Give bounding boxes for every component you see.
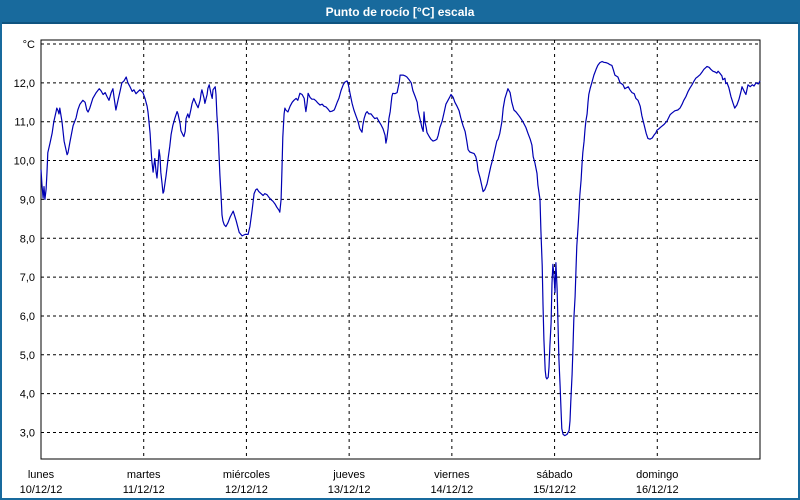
y-tick-label: 11,0: [14, 117, 35, 129]
x-date-label: 13/12/12: [328, 484, 371, 496]
y-tick-label: 4,0: [20, 389, 35, 401]
x-date-label: 16/12/12: [636, 484, 679, 496]
window-title: Punto de rocío [°C] escala: [325, 5, 475, 19]
x-day-label: miércoles: [223, 469, 271, 481]
y-tick-label: 7,0: [20, 272, 35, 284]
y-tick-label: 6,0: [20, 311, 35, 323]
x-date-label: 14/12/12: [430, 484, 473, 496]
x-date-label: 11/12/12: [123, 484, 165, 496]
x-day-label: domingo: [636, 469, 678, 481]
x-date-label: 15/12/12: [533, 484, 576, 496]
y-tick-label: 9,0: [20, 194, 35, 206]
y-tick-label: 10,0: [14, 156, 35, 168]
y-tick-label: 12,0: [14, 78, 35, 90]
x-day-label: jueves: [332, 469, 365, 481]
x-day-label: martes: [127, 469, 161, 481]
x-date-label: 10/12/12: [20, 484, 63, 496]
y-axis-unit-label: °C: [23, 39, 35, 51]
y-tick-label: 8,0: [20, 233, 35, 245]
y-tick-label: 5,0: [20, 350, 35, 362]
y-tick-label: 3,0: [20, 428, 35, 440]
plot-frame: [40, 39, 761, 460]
x-day-label: lunes: [28, 469, 55, 481]
x-date-label: 12/12/12: [225, 484, 268, 496]
title-bar: Punto de rocío [°C] escala: [2, 2, 798, 24]
x-day-label: viernes: [434, 469, 470, 481]
x-day-label: sábado: [537, 469, 573, 481]
series-line-Punto de rocío: [40, 60, 761, 437]
